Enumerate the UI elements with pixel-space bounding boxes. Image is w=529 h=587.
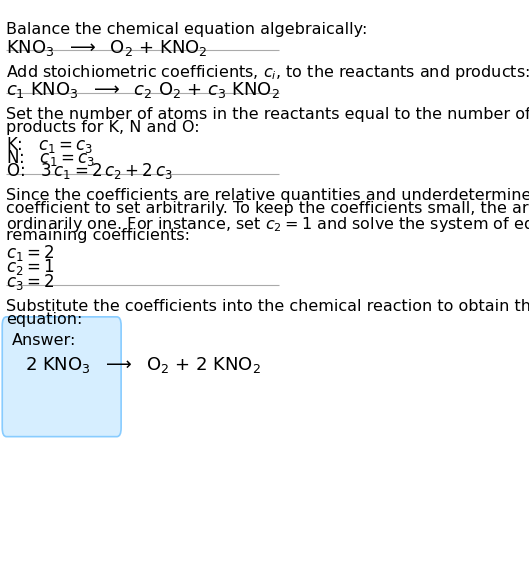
Text: ordinarily one. For instance, set $c_2 = 1$ and solve the system of equations fo: ordinarily one. For instance, set $c_2 =… — [6, 215, 529, 234]
Text: 2 KNO$_3$  $\longrightarrow$  O$_2$ + 2 KNO$_2$: 2 KNO$_3$ $\longrightarrow$ O$_2$ + 2 KN… — [25, 355, 261, 375]
Text: $c_3 = 2$: $c_3 = 2$ — [6, 272, 55, 292]
Text: Balance the chemical equation algebraically:: Balance the chemical equation algebraica… — [6, 22, 368, 37]
Text: products for K, N and O:: products for K, N and O: — [6, 120, 200, 135]
Text: remaining coefficients:: remaining coefficients: — [6, 228, 190, 243]
Text: Since the coefficients are relative quantities and underdetermined, choose a: Since the coefficients are relative quan… — [6, 188, 529, 203]
Text: Answer:: Answer: — [12, 333, 77, 348]
Text: K:   $c_1 = c_3$: K: $c_1 = c_3$ — [6, 134, 94, 154]
Text: $c_2 = 1$: $c_2 = 1$ — [6, 257, 55, 277]
Text: Set the number of atoms in the reactants equal to the number of atoms in the: Set the number of atoms in the reactants… — [6, 107, 529, 122]
Text: equation:: equation: — [6, 312, 83, 327]
Text: $c_1 = 2$: $c_1 = 2$ — [6, 242, 55, 262]
Text: O:   $3\,c_1 = 2\,c_2 + 2\,c_3$: O: $3\,c_1 = 2\,c_2 + 2\,c_3$ — [6, 161, 174, 181]
Text: coefficient to set arbitrarily. To keep the coefficients small, the arbitrary va: coefficient to set arbitrarily. To keep … — [6, 201, 529, 216]
Text: N:   $c_1 = c_3$: N: $c_1 = c_3$ — [6, 148, 95, 168]
Text: $c_1$ KNO$_3$  $\longrightarrow$  $c_2$ O$_2$ + $c_3$ KNO$_2$: $c_1$ KNO$_3$ $\longrightarrow$ $c_2$ O$… — [6, 80, 280, 100]
Text: KNO$_3$  $\longrightarrow$  O$_2$ + KNO$_2$: KNO$_3$ $\longrightarrow$ O$_2$ + KNO$_2… — [6, 38, 208, 58]
Text: Substitute the coefficients into the chemical reaction to obtain the balanced: Substitute the coefficients into the che… — [6, 299, 529, 314]
FancyBboxPatch shape — [2, 317, 121, 437]
Text: Add stoichiometric coefficients, $c_i$, to the reactants and products:: Add stoichiometric coefficients, $c_i$, … — [6, 63, 529, 82]
